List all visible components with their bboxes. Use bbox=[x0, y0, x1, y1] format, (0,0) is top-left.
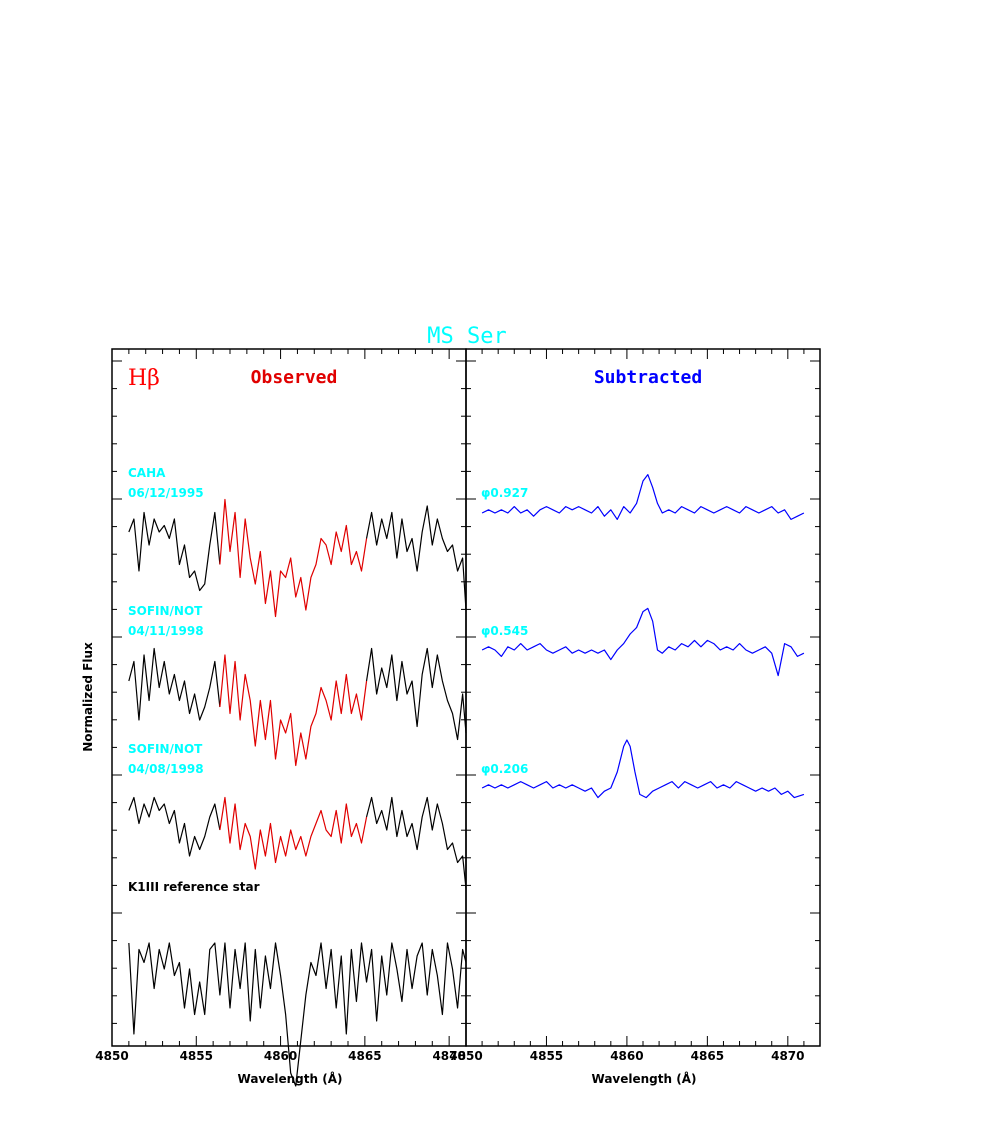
observed-x-axis-title: Wavelength (Å) bbox=[238, 1071, 343, 1086]
phase-label: φ0.927 bbox=[481, 486, 528, 500]
observed-panel-title: Observed bbox=[251, 367, 338, 388]
observed-panel-frame bbox=[111, 348, 467, 1047]
x-tick-label: 4860 bbox=[264, 1049, 297, 1063]
observed-series-label: SOFIN/NOT bbox=[128, 742, 203, 756]
observed-spectrum-3 bbox=[128, 796, 221, 857]
observed-spectrum-3-red bbox=[219, 796, 368, 870]
observed-spectrum-1 bbox=[365, 505, 467, 611]
subtracted-x-axis-title: Wavelength (Å) bbox=[592, 1071, 697, 1086]
x-tick-label: 4870 bbox=[432, 1049, 465, 1063]
chart-title: MS Ser bbox=[427, 324, 506, 349]
x-tick-label: 4855 bbox=[530, 1049, 563, 1063]
observed-series-label: 04/11/1998 bbox=[128, 624, 204, 638]
subtracted-panel-title: Subtracted bbox=[594, 367, 702, 388]
x-tick-label: 4855 bbox=[180, 1049, 213, 1063]
subtracted-spectrum-1 bbox=[481, 474, 805, 521]
y-axis-title: Normalized Flux bbox=[81, 642, 95, 752]
x-tick-label: 4850 bbox=[95, 1049, 128, 1063]
subtracted-panel-frame bbox=[465, 348, 821, 1047]
observed-spectrum-1 bbox=[128, 511, 221, 592]
phase-label: φ0.545 bbox=[481, 624, 528, 638]
observed-spectrum-3 bbox=[365, 796, 467, 889]
observed-spectrum-2-red bbox=[219, 654, 368, 767]
series-labels: CAHA 06/12/1995 SOFIN/NOT 04/11/1998 SOFIN/N… bbox=[128, 466, 528, 894]
subtracted-spectra bbox=[481, 474, 805, 799]
observed-series-label: K1III reference star bbox=[128, 880, 260, 894]
observed-spectrum-1-red bbox=[219, 498, 368, 618]
observed-series-label: 04/08/1998 bbox=[128, 762, 204, 776]
x-tick-label: 4865 bbox=[348, 1049, 381, 1063]
x-tick-label: 4870 bbox=[771, 1049, 804, 1063]
x-tick-label: 4850 bbox=[449, 1049, 482, 1063]
x-tick-label: 4865 bbox=[691, 1049, 724, 1063]
observed-spectrum-2 bbox=[365, 647, 467, 741]
observed-series-label: 06/12/1995 bbox=[128, 486, 204, 500]
reference-star-spectrum bbox=[128, 942, 467, 1087]
observed-series-label: SOFIN/NOT bbox=[128, 604, 203, 618]
h-beta-label: Hβ bbox=[128, 366, 160, 391]
subtracted-spectrum-2 bbox=[481, 607, 805, 677]
phase-label: φ0.206 bbox=[481, 762, 528, 776]
observed-series-label: CAHA bbox=[128, 466, 166, 480]
x-tick-label: 4860 bbox=[610, 1049, 643, 1063]
observed-spectrum-2 bbox=[128, 647, 221, 721]
axis-ticks bbox=[111, 349, 821, 1046]
subtracted-spectrum-3 bbox=[481, 739, 805, 799]
observed-spectra bbox=[128, 498, 467, 1087]
